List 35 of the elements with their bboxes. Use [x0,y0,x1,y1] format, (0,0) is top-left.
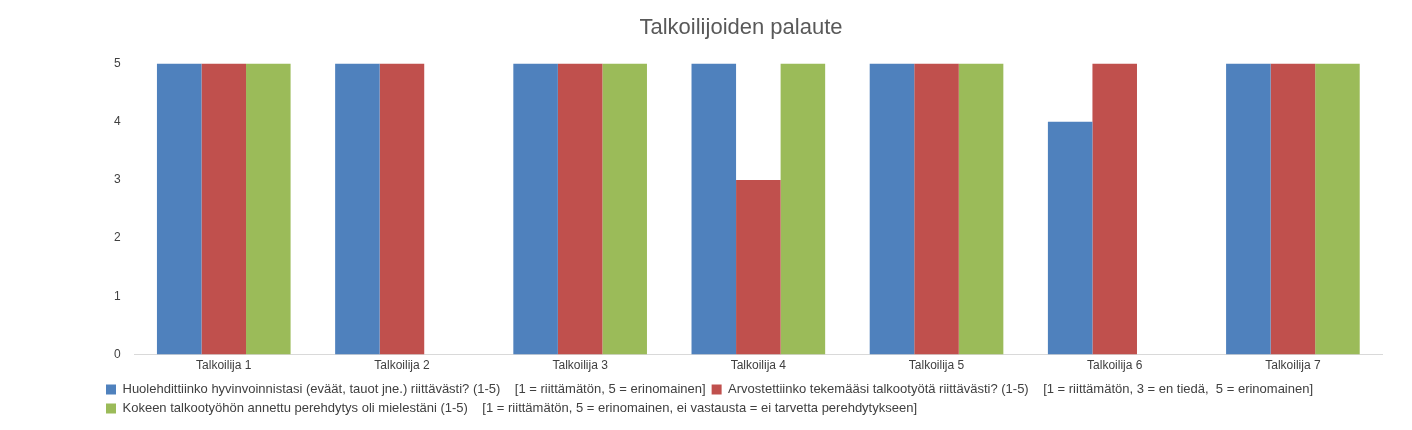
chart-title: Talkoilijoiden palaute [639,14,843,40]
y-tick-label: 4 [113,113,121,128]
y-tick-label: 5 [113,55,121,70]
bar [869,63,915,355]
bar [958,63,1004,355]
x-tick-label: Talkoilija 4 [730,358,787,373]
legend-label: Kokeen talkootyöhön annettu perehdytys oli mielestäni (1-5) [1 = riittämätön, 5 = erinomainen, ei vastausta = ei tarvetta perehdytykseen] [122,400,918,416]
bar [1270,63,1316,355]
legend-label: Huolehdittiinko hyvinvoinnistasi (eväät, tauot jne.) riittävästi? (1-5) [1 = riittämätön, 5 = erinomainen] [122,381,706,397]
legend-label: Arvostettiinko tekemääsi talkootyötä riittävästi? (1-5) [1 = riittämätön, 3 = en tiedä, 5 = erinomainen] [728,381,1314,397]
bar [557,63,603,355]
bar [156,63,202,355]
bar [513,63,558,355]
bar [780,63,826,355]
y-tick-label: 1 [113,288,121,303]
bar [1226,63,1271,355]
bar [736,179,781,355]
x-tick-label: Talkoilija 6 [1087,358,1143,373]
bar [914,63,959,355]
x-tick-label: Talkoilija 3 [552,358,609,373]
bar [691,63,737,355]
x-tick-label: Talkoilija 5 [908,358,965,373]
x-tick-label: Talkoilija 1 [196,358,252,373]
y-tick-label: 3 [113,172,121,187]
bar [1092,63,1137,355]
bar [1047,121,1093,355]
y-tick-label: 2 [113,230,121,245]
bar [379,63,425,355]
y-tick-label: 0 [113,346,121,361]
x-tick-label: Talkoilija 7 [1265,358,1321,373]
bar [602,63,647,355]
bar [1315,63,1360,355]
bar [335,63,380,355]
bar [201,63,247,355]
x-tick-label: Talkoilija 2 [374,358,430,373]
